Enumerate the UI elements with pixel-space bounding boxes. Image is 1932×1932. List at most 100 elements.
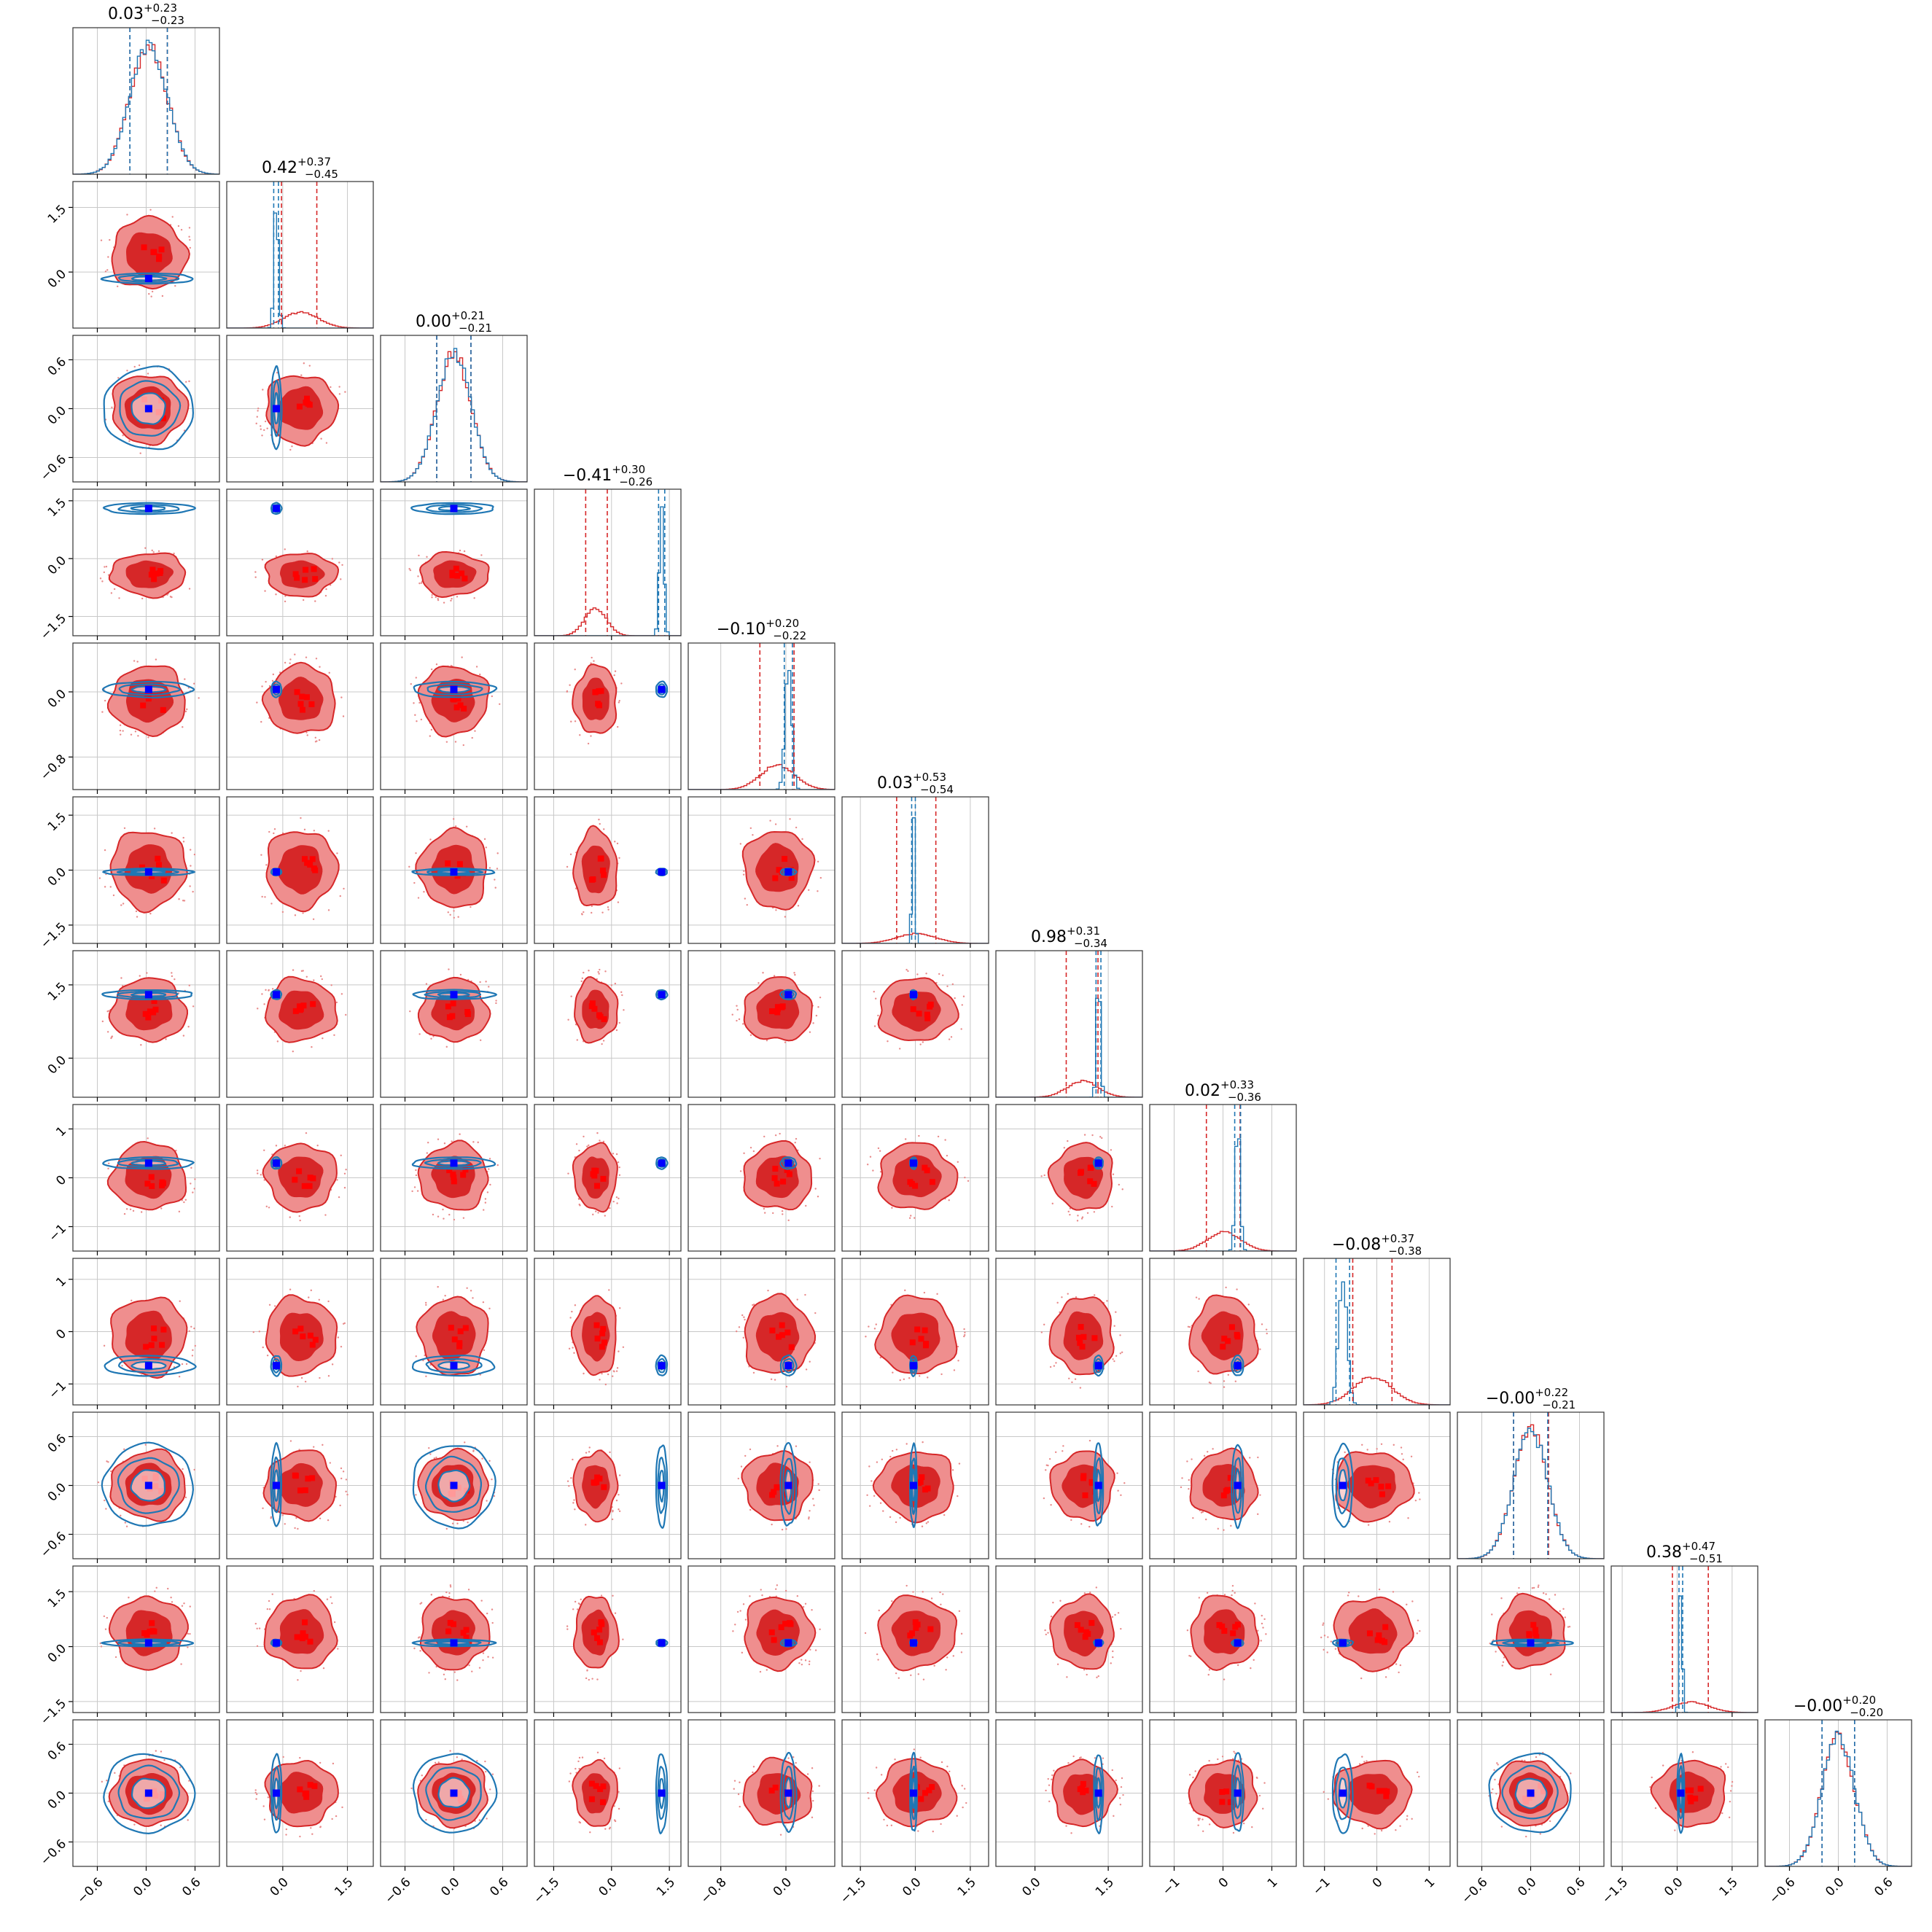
median-marker [929,1179,935,1185]
sample-dot [581,1756,584,1758]
sample-dot [610,984,612,986]
median-marker [919,1474,925,1481]
sample-dot [1181,1477,1183,1479]
median-marker [1079,1344,1086,1350]
sample-dot [1045,1789,1047,1792]
sample-dot [880,1774,883,1776]
histogram-a [996,1080,1142,1097]
sample-dot [470,1290,472,1292]
truth-marker [658,1481,666,1489]
median-marker [1221,1627,1228,1634]
sample-dot [749,1595,751,1597]
median-marker [1376,1632,1382,1639]
sample-dot [962,995,965,997]
panel-3-3: −0.41+0.30 −0.26 [534,463,682,640]
sample-dot [459,549,461,552]
sample-dot [254,1789,257,1791]
sample-dot [895,1521,897,1524]
sample-dot [809,1660,811,1663]
median-marker [788,1344,795,1350]
sample-dot [413,881,416,884]
sample-dot [171,596,173,599]
sample-dot [448,1213,451,1216]
contour-a-inner [756,1609,800,1656]
sample-dot [111,406,113,409]
median-marker [1227,1799,1234,1805]
sample-dot [589,1831,591,1834]
median-marker [1087,1164,1094,1171]
median-marker [1373,1477,1379,1484]
sample-dot [1188,1325,1191,1328]
contour-b [101,1441,195,1527]
truth-marker [272,991,280,999]
sample-dot [340,1154,342,1157]
median-marker [768,1787,775,1793]
sample-dot [1051,1778,1053,1780]
sample-dot [294,653,296,655]
sample-dot [434,1761,437,1764]
contour-b [1230,1444,1244,1530]
sample-dot [1231,1594,1233,1597]
sample-dot [258,1627,261,1629]
contour-b [270,1441,282,1527]
median-marker [447,1619,453,1626]
sample-dot [1192,1776,1194,1779]
sample-dot [417,897,420,899]
sample-dot [1208,1669,1211,1671]
sample-dot [819,876,822,879]
sample-dot [1050,1503,1052,1506]
sample-dot [761,1594,763,1597]
sample-dot [300,1376,303,1379]
panel-10-8 [1303,1565,1451,1717]
sample-dot [437,599,440,601]
title-median: −0.10 [717,620,766,639]
sample-dot [429,838,432,841]
sample-dot [591,1678,593,1680]
sample-dot [1102,1757,1105,1759]
sample-dot [792,1756,795,1758]
sample-dot [1111,1205,1113,1208]
sample-dot [904,1138,907,1140]
sample-dot [879,1356,882,1359]
contour-b [1490,1638,1574,1648]
sample-dot [188,588,191,590]
sample-dot [580,1598,582,1600]
contour-b [779,1441,798,1527]
sample-dot [1197,1370,1199,1373]
truth-marker [1234,1639,1242,1647]
sample-dot [151,549,153,552]
sample-dot [569,684,571,686]
sample-dot [1080,1523,1083,1525]
median-marker [1083,1787,1089,1793]
panel-frame [226,950,374,1098]
sample-dot [957,1345,959,1348]
median-marker [160,415,166,421]
sample-dot [749,1448,752,1451]
contour-b [100,272,194,285]
sample-dot [284,600,287,603]
sample-dot [194,1344,196,1347]
sample-dot [749,827,752,830]
sample-dot [104,699,106,702]
sample-dot [609,1207,611,1210]
sample-dot [1651,1776,1653,1779]
title-plus: +0.22 [1535,1386,1568,1399]
sample-dot [313,979,315,981]
sample-dot [1236,1664,1239,1667]
title-minus: −0.23 [151,14,184,27]
sample-dot [104,886,106,888]
sample-dot [953,1369,956,1371]
sample-dot [435,596,437,599]
histogram-b [534,506,681,636]
y-tick-label: 0.0 [45,403,69,427]
sample-dot [1223,1594,1226,1596]
truth-marker [144,1159,152,1167]
sample-dot [1081,1216,1084,1218]
sample-dot [891,1207,893,1209]
contour-b [1233,1764,1243,1820]
sample-dot [801,1659,803,1661]
sample-dot [1495,1793,1497,1795]
panel-frame [995,1258,1143,1406]
sample-dot [495,1000,497,1002]
sample-dot [1721,1812,1723,1815]
